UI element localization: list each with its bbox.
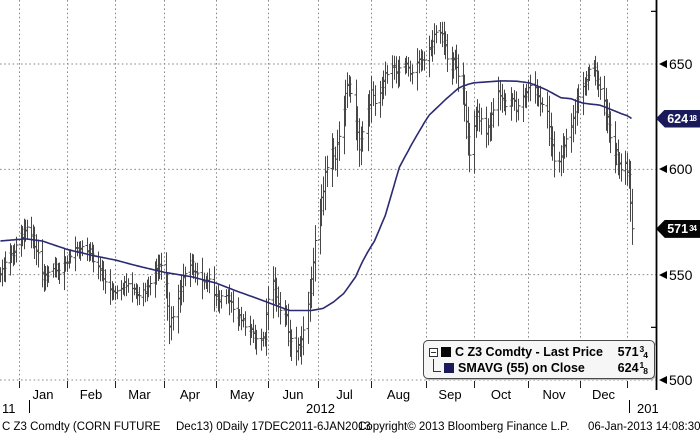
y-axis-label-650: 650 <box>659 56 692 72</box>
last-price-swatch-icon <box>441 347 451 357</box>
month-label-jul: Jul <box>336 387 353 402</box>
year-label-2013: 201 <box>637 401 659 416</box>
month-label-apr: Apr <box>179 387 201 402</box>
axis-arrow-icon <box>659 270 667 279</box>
month-label-mar: Mar <box>128 387 151 402</box>
status-contract-range: Dec13) 0Daily 17DEC2011-6JAN2013 <box>176 421 371 433</box>
status-copyright: Copyright© 2013 Bloomberg Finance L.P. <box>358 421 570 433</box>
status-bar: C Z3 Comdty (CORN FUTURE Dec13) 0Daily 1… <box>0 421 700 437</box>
y-axis-label-600: 600 <box>659 161 692 177</box>
month-label-may: May <box>229 387 255 402</box>
year-separator-right <box>629 400 630 413</box>
month-label-jan: Jan <box>32 387 54 402</box>
axis-arrow-icon <box>659 376 667 384</box>
month-label-feb: Feb <box>79 387 103 402</box>
axis-arrow-icon <box>659 60 667 68</box>
legend-value-smavg: 62418 <box>617 360 648 376</box>
month-label-dec: Dec <box>591 387 616 402</box>
smavg-marker-badge: 624 1 8 <box>656 109 700 128</box>
legend-tree-connector <box>433 358 441 372</box>
year-separator-left <box>29 400 30 413</box>
month-label-oct: Oct <box>490 387 512 402</box>
legend-expand-toggle-icon[interactable] <box>429 347 438 357</box>
chart-legend: C Z3 Comdty - Last Price 57134 SMAVG (55… <box>423 340 655 379</box>
status-security: C Z3 Comdty (CORN FUTURE <box>2 421 161 433</box>
axis-arrow-icon <box>659 165 667 174</box>
smavg-swatch-icon <box>444 363 454 373</box>
legend-row-smavg: SMAVG (55) on Close 62418 <box>429 358 648 376</box>
month-label-sep: Sep <box>438 387 462 402</box>
legend-row-last-price: C Z3 Comdty - Last Price 57134 <box>429 344 648 360</box>
last-price-marker-badge: 571 3 4 <box>656 219 700 238</box>
month-label-aug: Aug <box>386 387 411 402</box>
y-axis-label-500: 500 <box>659 372 692 388</box>
status-datetime: 06-Jan-2013 14:08:30 <box>588 421 700 433</box>
legend-value-last-price: 57134 <box>617 344 648 360</box>
legend-label-last-price: C Z3 Comdty - Last Price <box>455 345 603 359</box>
y-axis-label-550: 550 <box>659 267 692 283</box>
year-label-2011: 11 <box>2 401 16 416</box>
month-label-nov: Nov <box>542 387 566 402</box>
legend-label-smavg: SMAVG (55) on Close <box>458 361 585 375</box>
month-label-jun: Jun <box>282 387 304 402</box>
year-label-2012: 2012 <box>306 401 335 416</box>
